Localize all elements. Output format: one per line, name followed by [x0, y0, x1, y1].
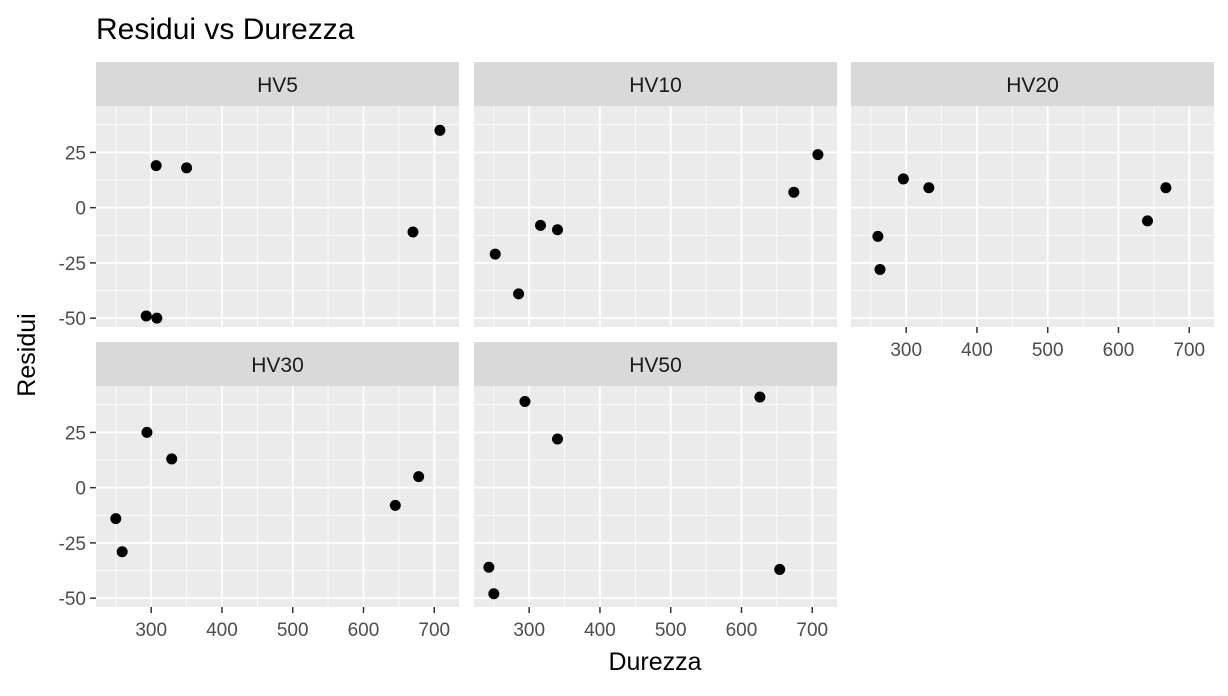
data-point — [489, 248, 501, 260]
x-tick-label: 400 — [584, 620, 616, 641]
x-tick-label: 700 — [418, 620, 450, 641]
data-point — [488, 588, 500, 600]
facet-strip-hv5 — [96, 62, 459, 106]
x-tick-label: 300 — [135, 620, 167, 641]
facet-panel-hv30: HV30 -50 -25 0 25 300 400 500 600 700 — [59, 342, 459, 641]
x-tick-label: 600 — [726, 620, 758, 641]
data-point — [513, 288, 525, 300]
data-point — [413, 471, 425, 483]
data-point — [897, 173, 909, 185]
x-tick-label: 700 — [1173, 340, 1205, 361]
y-tick-label: 25 — [65, 423, 86, 444]
data-point — [774, 563, 786, 575]
x-tick-label: 300 — [513, 620, 545, 641]
data-point — [1141, 215, 1153, 227]
data-point — [788, 186, 800, 198]
x-tick-label: 300 — [890, 340, 922, 361]
y-tick-label: 25 — [65, 143, 86, 164]
facet-strip-hv30 — [96, 342, 459, 386]
facet-strip-hv50 — [474, 342, 837, 386]
data-point — [874, 264, 886, 276]
data-point — [923, 182, 935, 194]
data-point — [519, 395, 531, 407]
data-point — [110, 513, 122, 525]
x-tick-label: 500 — [655, 620, 687, 641]
chart-title: Residui vs Durezza — [96, 13, 355, 46]
y-tick-label: -25 — [59, 254, 86, 275]
data-point — [140, 310, 152, 322]
facet-panel-hv5: HV5 -50 -25 0 25 — [59, 62, 459, 330]
facet-strip-label: HV20 — [1006, 74, 1059, 97]
data-point — [116, 546, 128, 558]
y-tick-label: -25 — [59, 534, 86, 555]
data-point — [551, 433, 563, 445]
data-point — [150, 160, 162, 172]
x-tick-label: 700 — [796, 620, 828, 641]
y-tick-label: 0 — [75, 479, 86, 500]
y-tick-label: -50 — [59, 309, 86, 330]
data-point — [181, 162, 193, 174]
y-tick-label: -50 — [59, 589, 86, 610]
data-point — [434, 124, 446, 136]
data-point — [535, 219, 547, 231]
facet-panel-hv10: HV10 — [474, 62, 837, 327]
facet-strip-label: HV50 — [629, 354, 682, 377]
data-point — [389, 499, 401, 511]
y-tick-label: 0 — [75, 199, 86, 220]
x-tick-label: 500 — [277, 620, 309, 641]
facet-panels: HV5 -50 -25 0 25 HV10 HV20 300 400 500 600 700 HV30 -… — [59, 62, 1214, 641]
facet-strip-label: HV30 — [251, 354, 304, 377]
data-point — [872, 230, 884, 242]
facet-panel-hv50: HV50 300 400 500 600 700 — [474, 342, 837, 641]
data-point — [551, 224, 563, 236]
x-tick-label: 600 — [1103, 340, 1135, 361]
facet-panel-hv20: HV20 300 400 500 600 700 — [851, 62, 1214, 361]
y-axis-title: Residui — [13, 313, 41, 396]
data-point — [151, 312, 163, 324]
data-point — [407, 226, 419, 238]
data-point — [166, 453, 178, 465]
data-point — [754, 391, 766, 403]
data-point — [483, 561, 495, 573]
facet-strip-hv10 — [474, 62, 837, 106]
data-point — [141, 426, 153, 438]
x-tick-label: 400 — [206, 620, 238, 641]
x-tick-label: 600 — [348, 620, 380, 641]
x-axis-title: Durezza — [608, 648, 701, 676]
facet-strip-hv20 — [851, 62, 1214, 106]
x-tick-label: 400 — [961, 340, 993, 361]
x-tick-label: 500 — [1032, 340, 1064, 361]
facet-strip-label: HV10 — [629, 74, 682, 97]
data-point — [1160, 182, 1172, 194]
data-point — [812, 149, 824, 161]
facet-strip-label: HV5 — [257, 74, 298, 97]
